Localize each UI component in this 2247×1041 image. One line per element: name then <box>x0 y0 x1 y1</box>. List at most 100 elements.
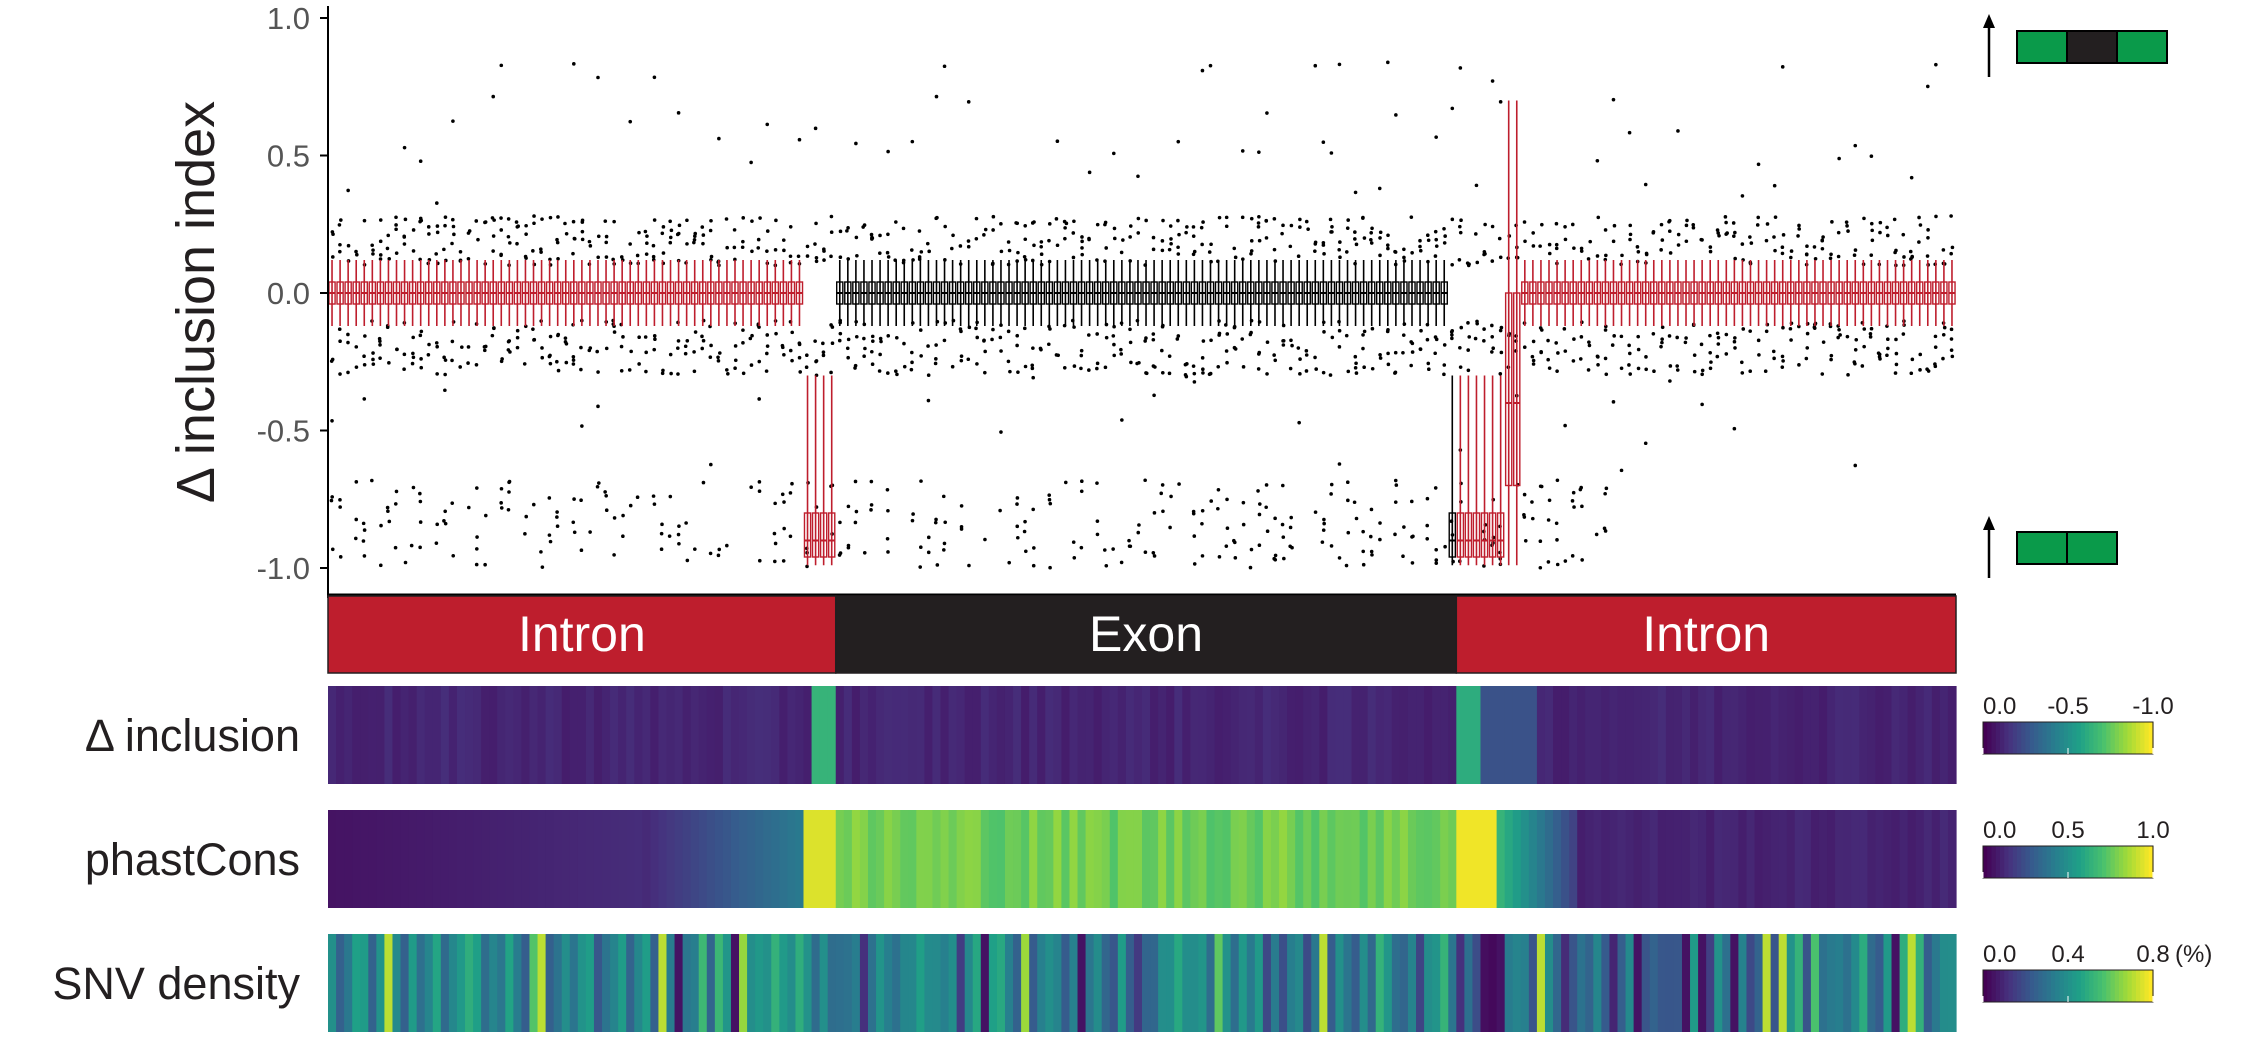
outlier-point <box>708 551 713 556</box>
outlier-point <box>1667 334 1672 338</box>
outlier-point <box>466 256 471 261</box>
heatmap-cell <box>803 686 813 784</box>
heatmap-cell <box>1174 810 1183 908</box>
color-scale-cell <box>2072 846 2078 878</box>
outlier-point <box>1700 402 1704 407</box>
heatmap-cell <box>577 934 587 1032</box>
color-scale-cell <box>1983 970 1988 1002</box>
outlier-point <box>1433 351 1437 356</box>
heatmap-cell <box>1335 934 1345 1032</box>
outlier-point <box>1410 561 1415 565</box>
outlier-point <box>701 241 705 246</box>
outlier-point <box>1715 228 1720 232</box>
heatmap-cell <box>336 686 345 784</box>
heatmap-cell <box>626 934 635 1032</box>
heatmap-cell <box>1770 934 1780 1032</box>
heatmap-cell <box>1311 810 1320 908</box>
outlier-point <box>1731 221 1736 225</box>
outlier-point <box>886 232 890 237</box>
heatmap-cell <box>1295 810 1304 908</box>
color-scale-cell <box>2063 846 2069 878</box>
outlier-point <box>1128 224 1133 228</box>
outlier-point <box>1322 252 1326 256</box>
heatmap-cell <box>1569 934 1578 1032</box>
outlier-point <box>426 352 431 357</box>
color-scale-cell <box>2042 970 2048 1002</box>
outlier-point <box>1136 174 1140 179</box>
outlier-point <box>1079 489 1084 494</box>
outlier-point <box>1370 553 1374 557</box>
outlier-point <box>1522 220 1527 224</box>
outlier-point <box>1063 480 1068 485</box>
outlier-point <box>1458 230 1463 235</box>
outlier-point <box>1249 249 1254 253</box>
heatmap-cell <box>706 686 716 784</box>
outlier-point <box>458 365 462 369</box>
outlier-point <box>1111 151 1116 156</box>
outlier-point <box>982 233 986 237</box>
heatmap-cell <box>1544 686 1554 784</box>
outlier-point <box>845 229 849 233</box>
outlier-point <box>726 372 730 376</box>
outlier-point <box>1393 500 1398 504</box>
outlier-point <box>393 545 398 550</box>
color-scale-cell <box>2119 970 2124 1002</box>
heatmap-cell <box>884 810 893 908</box>
outlier-point <box>685 218 689 223</box>
outlier-point <box>1151 235 1156 240</box>
outlier-point <box>1708 245 1713 249</box>
outlier-point <box>1538 484 1543 489</box>
outlier-point <box>443 215 448 219</box>
heatmap-cell <box>1061 934 1071 1032</box>
heatmap-cell <box>1407 934 1417 1032</box>
outlier-point <box>411 335 415 340</box>
heatmap-cell <box>835 810 845 908</box>
outlier-point <box>750 333 754 338</box>
outlier-point <box>1725 231 1729 235</box>
heatmap-cell <box>1843 686 1852 784</box>
outlier-point <box>474 562 479 567</box>
outlier-point <box>1143 478 1147 483</box>
heatmap-cell <box>1343 686 1353 784</box>
outlier-point <box>1474 232 1478 236</box>
outlier-point <box>596 255 600 260</box>
outlier-point <box>1054 217 1059 221</box>
color-scale-cell <box>2114 970 2120 1002</box>
outlier-point <box>1322 330 1326 334</box>
heatmap-cell <box>1883 810 1893 908</box>
outlier-point <box>1530 354 1535 359</box>
outlier-point <box>1450 328 1455 333</box>
color-scale-cell <box>2106 846 2112 878</box>
heatmap-cell <box>1931 686 1941 784</box>
outlier-point <box>1313 510 1318 514</box>
outlier-point <box>1756 338 1761 343</box>
outlier-point <box>386 509 390 513</box>
outlier-point <box>885 537 890 541</box>
outlier-point <box>1619 366 1624 371</box>
outlier-point <box>556 368 561 373</box>
outlier-point <box>652 347 657 352</box>
outlier-point <box>718 351 722 355</box>
heatmap-cell <box>1907 934 1917 1032</box>
outlier-point <box>346 370 350 375</box>
outlier-point <box>450 358 454 363</box>
heatmap-cell <box>730 934 740 1032</box>
color-scale-cell <box>2051 722 2056 754</box>
outlier-point <box>1023 223 1028 228</box>
heatmap-cell <box>1528 934 1538 1032</box>
heatmap-cell <box>577 686 587 784</box>
outlier-point <box>1199 225 1204 230</box>
outlier-point <box>1410 350 1415 354</box>
heatmap-cell <box>1625 686 1635 784</box>
heatmap-cell <box>948 686 958 784</box>
color-scale-cell <box>2136 846 2141 878</box>
outlier-point <box>700 346 705 351</box>
region-block <box>1455 595 1957 674</box>
outlier-point <box>942 338 947 343</box>
heatmap-cell <box>876 810 885 908</box>
heatmap-cell <box>1536 934 1546 1032</box>
heatmap-cell <box>1037 810 1046 908</box>
outlier-point <box>708 355 713 360</box>
heatmap-cell <box>1045 810 1054 908</box>
box-body <box>1472 512 1481 558</box>
